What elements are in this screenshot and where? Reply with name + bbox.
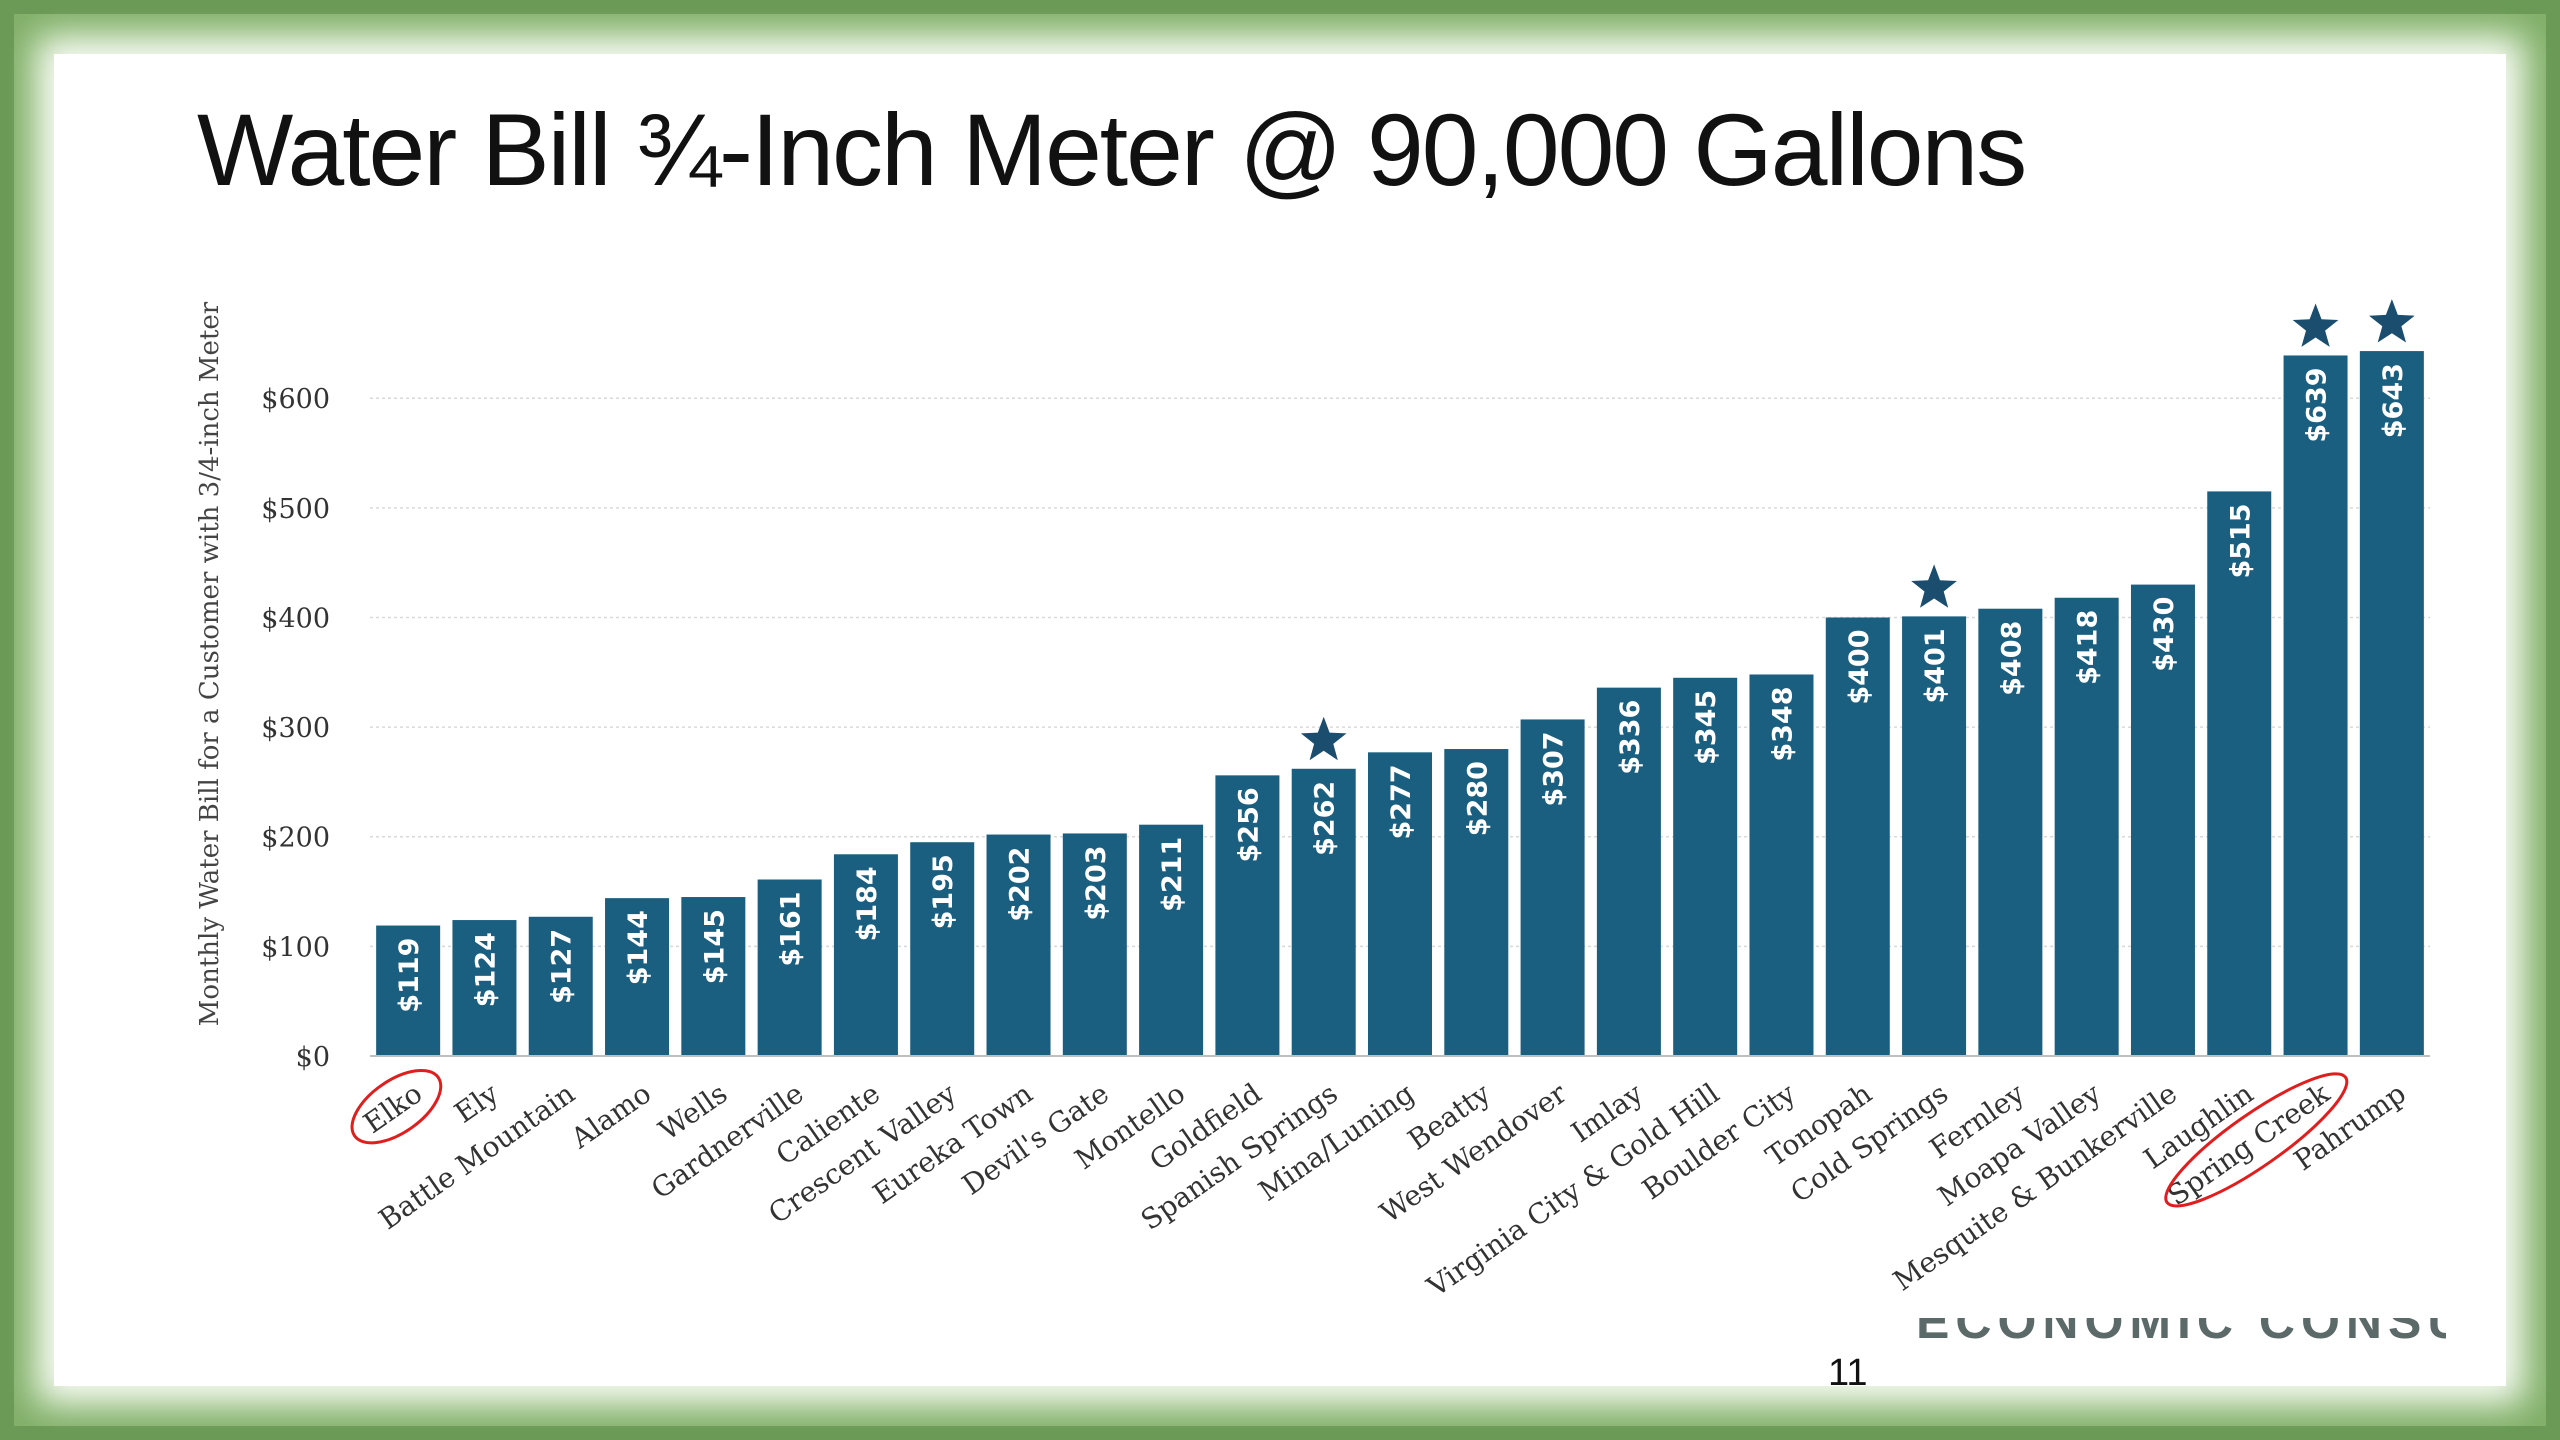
data-label: $336 — [1615, 700, 1646, 775]
data-label: $203 — [1081, 845, 1112, 920]
bar — [605, 898, 670, 1056]
bar — [1902, 616, 1967, 1056]
data-label: $401 — [1920, 628, 1951, 703]
bar — [986, 834, 1051, 1056]
y-tick-label: $400 — [261, 603, 330, 634]
category-label: Alamo — [564, 1077, 657, 1156]
bar — [757, 879, 822, 1056]
bar — [376, 925, 441, 1056]
y-axis-label: Monthly Water Bill for a Customer with 3… — [195, 301, 225, 1026]
footer-logo: ECONOMIC CONSULTING — [1916, 1318, 2446, 1352]
y-tick-label: $200 — [261, 823, 330, 854]
data-label: $144 — [623, 910, 654, 985]
y-tick-label: $500 — [261, 494, 330, 525]
bar — [1291, 768, 1356, 1056]
bar — [2207, 491, 2272, 1056]
data-label: $184 — [852, 866, 883, 941]
data-label: $119 — [394, 938, 425, 1013]
bar — [1062, 833, 1127, 1056]
data-label: $418 — [2073, 610, 2104, 685]
data-label: $256 — [1233, 787, 1264, 862]
data-label: $280 — [1462, 761, 1493, 836]
data-label: $124 — [470, 932, 501, 1007]
bar — [1978, 608, 2043, 1056]
bar — [681, 897, 746, 1056]
data-label: $211 — [1157, 837, 1188, 912]
bar — [833, 854, 898, 1056]
data-label: $307 — [1539, 731, 1570, 806]
data-label: $145 — [699, 909, 730, 984]
star-icon — [2292, 303, 2339, 347]
data-label: $161 — [776, 891, 807, 966]
slide-title: Water Bill ¾-Inch Meter @ 90,000 Gallons — [197, 93, 2027, 207]
bar — [452, 920, 517, 1056]
bar — [1215, 775, 1280, 1056]
data-label: $277 — [1386, 764, 1417, 839]
data-label: $643 — [2378, 363, 2409, 438]
footer-logo-text: ECONOMIC CONSULTING — [1916, 1318, 2446, 1349]
bar — [1596, 687, 1661, 1056]
data-label: $195 — [928, 854, 959, 929]
data-label: $430 — [2149, 597, 2180, 672]
bar — [1520, 719, 1585, 1056]
bar — [2130, 584, 2195, 1056]
y-tick-label: $300 — [261, 713, 330, 744]
bar — [2359, 351, 2424, 1056]
data-label: $262 — [1310, 781, 1341, 856]
data-label: $408 — [1996, 621, 2027, 696]
data-label: $348 — [1767, 686, 1798, 761]
bar — [1673, 677, 1738, 1056]
bar — [1825, 617, 1890, 1056]
data-label: $515 — [2225, 503, 2256, 578]
bar — [1749, 674, 1814, 1056]
star-icon — [1300, 716, 1347, 761]
bar — [528, 916, 593, 1056]
page-number: 11 — [1828, 1352, 1868, 1394]
bar — [1139, 824, 1204, 1056]
data-label: $400 — [1844, 629, 1875, 704]
bar — [2283, 355, 2348, 1056]
red-circle-highlight — [350, 1068, 443, 1145]
star-icon — [2369, 299, 2415, 343]
bar — [1368, 752, 1432, 1056]
category-label: Elko — [357, 1077, 428, 1140]
data-label: $202 — [1005, 847, 1036, 922]
bar — [910, 842, 975, 1056]
data-label: $639 — [2302, 367, 2333, 442]
star-icon — [1911, 564, 1957, 608]
y-tick-label: $600 — [261, 384, 330, 415]
data-label: $345 — [1691, 690, 1722, 765]
y-tick-label: $100 — [261, 932, 330, 963]
bar — [2054, 597, 2119, 1056]
red-circle-highlight — [2164, 1072, 2349, 1208]
y-tick-label: $0 — [296, 1042, 330, 1073]
data-label: $127 — [547, 929, 578, 1004]
bar — [1444, 749, 1509, 1056]
